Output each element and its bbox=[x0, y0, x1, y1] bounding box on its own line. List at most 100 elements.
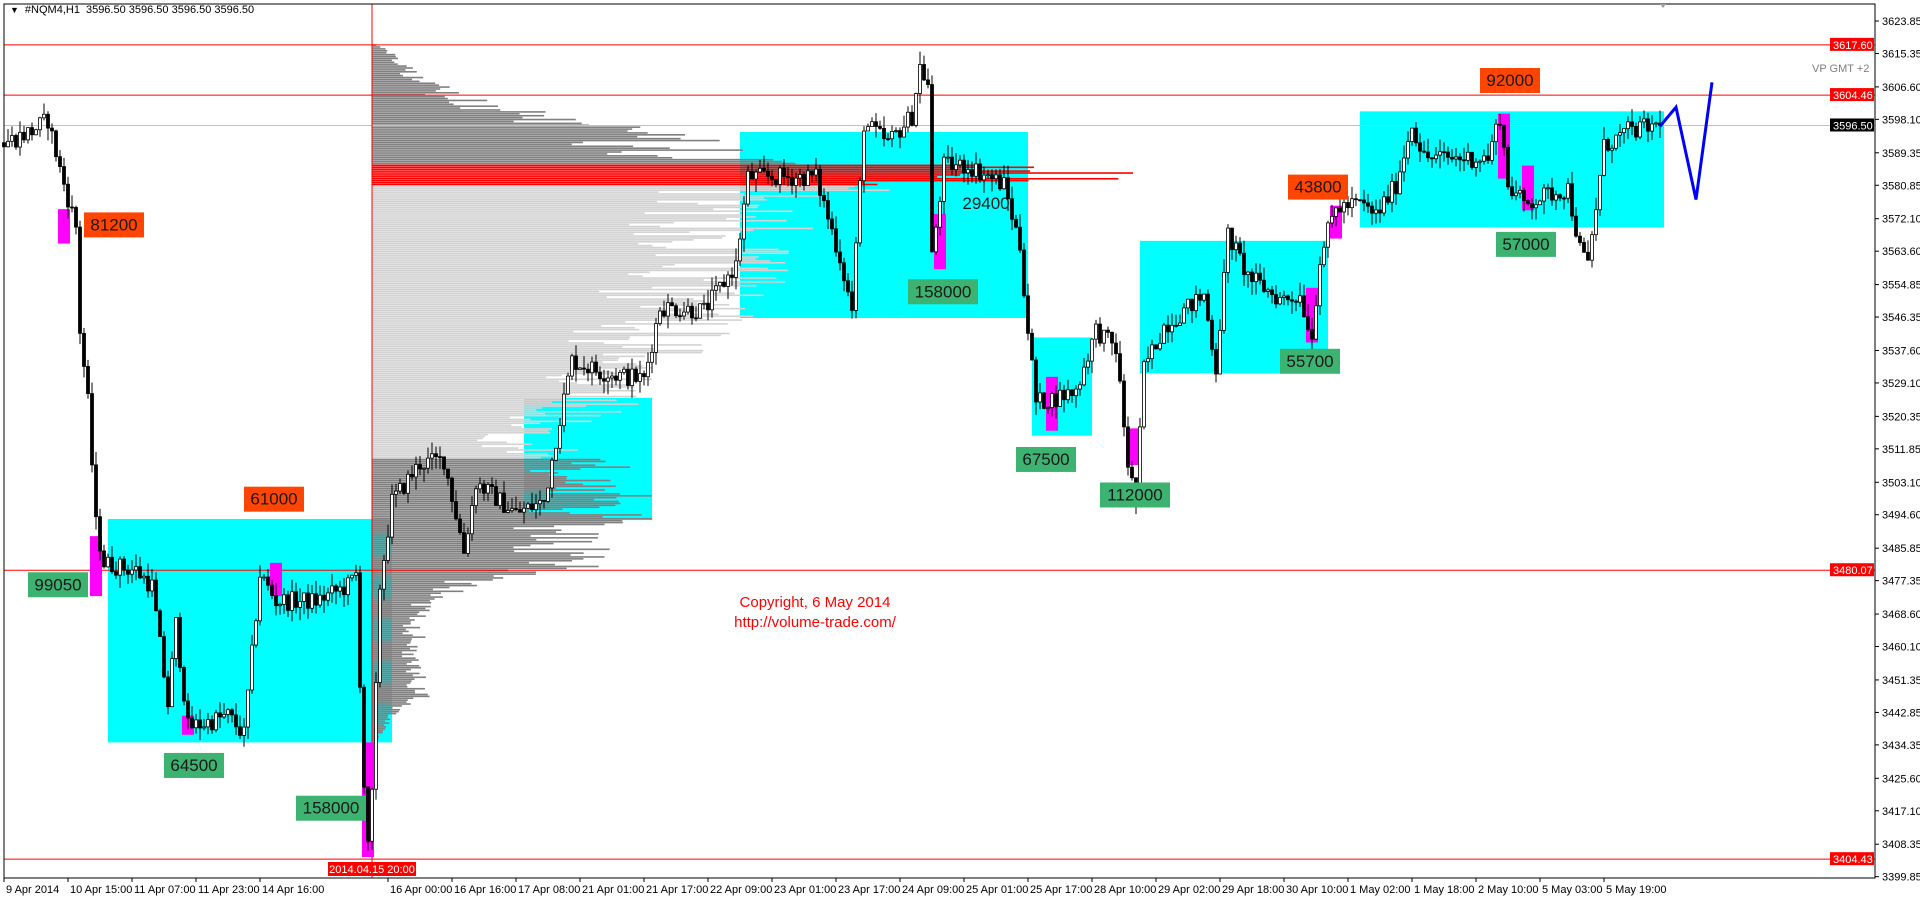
profile-bar bbox=[372, 200, 658, 203]
candle-bull bbox=[1078, 384, 1082, 390]
profile-bar bbox=[372, 63, 398, 65]
candle-bear bbox=[138, 566, 142, 579]
profile-bar bbox=[372, 378, 652, 381]
profile-bar bbox=[372, 445, 482, 447]
candle-bear bbox=[366, 786, 370, 842]
candle-bull bbox=[1186, 298, 1190, 309]
profile-bar bbox=[372, 388, 609, 390]
profile-bar bbox=[372, 416, 510, 419]
profile-bar bbox=[372, 439, 478, 442]
profile-bar bbox=[372, 600, 430, 602]
y-tick-label: 3520.35 bbox=[1882, 411, 1920, 423]
candle-bull bbox=[1094, 323, 1098, 340]
candle-bear bbox=[910, 111, 914, 126]
profile-bar bbox=[372, 51, 387, 54]
candle-bull bbox=[174, 617, 178, 659]
profile-bar bbox=[372, 456, 541, 459]
x-tick-label: 14 Apr 16:00 bbox=[262, 884, 324, 896]
profile-bar bbox=[372, 475, 568, 478]
x-tick-label: 23 Apr 01:00 bbox=[774, 884, 836, 896]
profile-bar bbox=[372, 69, 406, 71]
candle-bull bbox=[1402, 157, 1406, 173]
profile-bar bbox=[372, 472, 559, 474]
candle-bull bbox=[1142, 361, 1146, 428]
profile-bar bbox=[372, 561, 529, 564]
triangle-down-icon[interactable]: ▼ bbox=[10, 5, 19, 15]
candle-bear bbox=[978, 163, 982, 181]
profile-bar bbox=[372, 368, 601, 371]
candle-bear bbox=[46, 113, 50, 129]
profile-bar bbox=[372, 57, 399, 60]
volume-label-bg bbox=[84, 212, 144, 238]
volume-label-bg bbox=[296, 795, 366, 821]
candle-bear bbox=[1470, 151, 1474, 168]
profile-bar bbox=[372, 655, 403, 658]
candle-bull bbox=[994, 174, 998, 180]
candle-bear bbox=[582, 367, 586, 370]
candle-bear bbox=[1582, 242, 1586, 253]
x-tick-label: 29 Apr 02:00 bbox=[1158, 884, 1220, 896]
profile-bar bbox=[372, 689, 415, 692]
candle-bear bbox=[74, 207, 78, 228]
profile-bar bbox=[372, 380, 560, 383]
profile-bar bbox=[372, 111, 546, 113]
profile-bar bbox=[372, 95, 445, 98]
candle-bull bbox=[1598, 174, 1602, 211]
candle-bear bbox=[922, 64, 926, 81]
volume-label-bg bbox=[908, 279, 978, 305]
candle-bull bbox=[1590, 234, 1594, 261]
candle-bear bbox=[926, 79, 930, 85]
symbol-label: #NQM4,H1 bbox=[24, 4, 80, 16]
profile-bar bbox=[372, 495, 652, 497]
profile-bar bbox=[372, 659, 419, 661]
candle-bull bbox=[106, 556, 110, 568]
profile-bar bbox=[372, 325, 602, 327]
candle-bear bbox=[1154, 344, 1158, 350]
profile-bar bbox=[372, 510, 530, 512]
profile-bar bbox=[372, 90, 436, 92]
candle-bull bbox=[1226, 227, 1230, 273]
candle-bull bbox=[938, 201, 942, 228]
profile-bar bbox=[372, 307, 746, 310]
profile-bar bbox=[372, 567, 567, 570]
profile-bar bbox=[372, 474, 550, 476]
profile-bar bbox=[372, 544, 531, 547]
candle-bear bbox=[1274, 294, 1278, 305]
candle-bear bbox=[218, 712, 222, 718]
x-tick-label: 9 Apr 2014 bbox=[6, 884, 59, 896]
volume-label-bg bbox=[28, 572, 88, 598]
candle-bear bbox=[834, 228, 838, 253]
profile-bar bbox=[372, 338, 629, 340]
profile-bar bbox=[372, 122, 582, 125]
profile-bar bbox=[372, 558, 584, 560]
candle-bull bbox=[1546, 187, 1550, 190]
candle-bull bbox=[310, 593, 314, 609]
candle-bear bbox=[446, 468, 450, 479]
candle-bull bbox=[470, 505, 474, 535]
candle-bull bbox=[258, 576, 262, 622]
candle-bull bbox=[394, 490, 398, 495]
candle-bull bbox=[242, 726, 246, 736]
profile-bar bbox=[372, 239, 694, 241]
candle-bull bbox=[858, 180, 862, 244]
y-tick-label: 3494.60 bbox=[1882, 510, 1920, 522]
candle-bear bbox=[990, 174, 994, 180]
candle-bull bbox=[386, 536, 390, 561]
profile-bar bbox=[372, 579, 493, 581]
candle-bear bbox=[1098, 323, 1102, 344]
profile-bar bbox=[372, 626, 421, 629]
candle-bull bbox=[862, 130, 866, 182]
profile-bar bbox=[372, 244, 653, 247]
candle-bull bbox=[746, 170, 750, 205]
candle-bull bbox=[966, 169, 970, 174]
candle-bear bbox=[1506, 146, 1510, 188]
volume-label: 158000 bbox=[296, 795, 366, 821]
volume-label-bg bbox=[1016, 446, 1076, 472]
profile-bar bbox=[372, 397, 565, 400]
candle-bull bbox=[282, 594, 286, 605]
candle-bull bbox=[330, 585, 334, 594]
profile-bar bbox=[372, 624, 403, 627]
candle-bull bbox=[1434, 154, 1438, 160]
candle-bull bbox=[1566, 183, 1570, 199]
